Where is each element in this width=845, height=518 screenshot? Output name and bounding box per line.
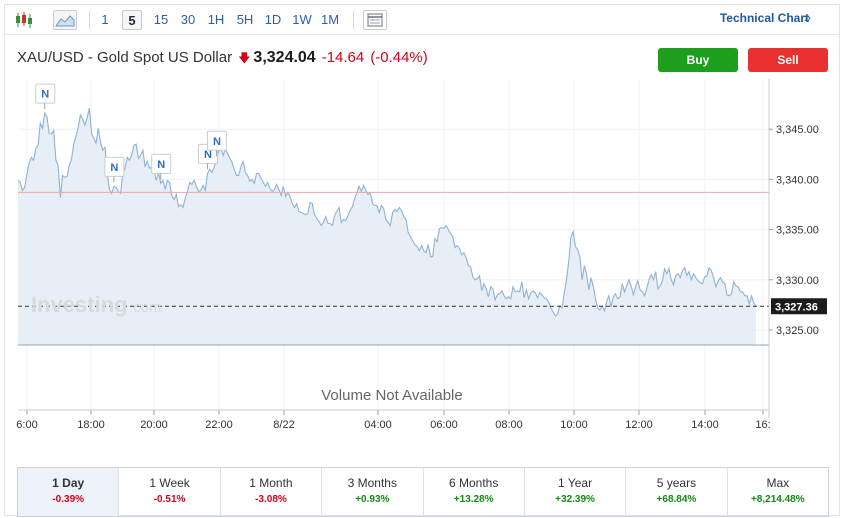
interval-1d[interactable]: 1D: [264, 12, 282, 27]
period-label: 1 Week: [149, 476, 190, 490]
interval-1[interactable]: 1: [101, 12, 109, 27]
price-area-fill: [18, 108, 756, 345]
period-tab[interactable]: 1 Day -0.39%: [18, 468, 120, 516]
down-arrow-icon: 🡇: [238, 51, 251, 65]
performance-periods: 1 Day -0.39% 1 Week -0.51% 1 Month -3.08% 3 Mo…: [17, 467, 829, 517]
period-change: -0.39%: [52, 494, 85, 505]
interval-1w[interactable]: 1W: [292, 12, 312, 27]
news-marker[interactable]: N: [104, 156, 125, 183]
period-change: +13.28%: [453, 494, 494, 505]
period-label: 1 Day: [52, 476, 85, 490]
period-label: 3 Months: [347, 476, 397, 490]
price-line: [17, 107, 757, 317]
watermark-suffix: .com: [129, 299, 162, 316]
x-tick-label: 20:00: [140, 419, 168, 431]
news-marker-label[interactable]: N: [204, 149, 212, 161]
period-tab[interactable]: 6 Months +13.28%: [424, 468, 525, 516]
volume-not-available-label: Volume Not Available: [321, 387, 462, 404]
y-tick-label: 3,325.00: [776, 325, 819, 337]
interval-5h[interactable]: 5H: [236, 12, 254, 27]
news-marker-label[interactable]: N: [157, 159, 165, 171]
news-marker-label[interactable]: N: [41, 89, 49, 101]
period-tab[interactable]: 5 years +68.84%: [626, 468, 728, 516]
period-label: 1 Month: [249, 476, 293, 490]
interval-30[interactable]: 30: [180, 12, 196, 27]
price-change: -14.64: [321, 49, 365, 66]
x-tick-label: 06:00: [430, 419, 458, 431]
x-tick-label: 8/22: [273, 419, 294, 431]
x-tick-label: 16:: [755, 419, 770, 431]
y-tick-label: 3,330.00: [776, 275, 819, 287]
period-label: 5 years: [656, 476, 697, 490]
x-tick-label: 08:00: [495, 419, 523, 431]
period-label: Max: [766, 476, 790, 490]
news-marker-label[interactable]: N: [213, 136, 221, 148]
current-price-label: 3,327.36: [775, 301, 818, 313]
news-marker-label[interactable]: N: [110, 162, 118, 174]
news-marker[interactable]: N: [151, 153, 172, 180]
period-change: +8,214.48%: [750, 494, 805, 505]
technical-chart-link[interactable]: Technical Chart: [719, 11, 809, 25]
sell-button[interactable]: Sell: [748, 48, 828, 72]
chart-toolbar: 1 5 15 30 1H 5H 1D 1W 1M Technical Chart…: [5, 5, 839, 35]
period-change: -3.08%: [255, 494, 287, 505]
indicators-table-icon[interactable]: [363, 10, 387, 30]
chart-widget: 1 5 15 30 1H 5H 1D 1W 1M Technical Chart…: [4, 4, 840, 517]
y-tick-label: 3,340.00: [776, 174, 819, 186]
x-tick-label: 14:00: [691, 419, 719, 431]
price-chart: 3,325.00 3,330.00 3,335.00 3,340.00 3,345.00…: [16, 79, 827, 431]
period-change: -0.51%: [153, 494, 186, 505]
interval-5[interactable]: 5: [122, 10, 142, 30]
period-tab[interactable]: Max +8,214.48%: [728, 468, 828, 516]
instrument-name: XAU/USD - Gold Spot US Dollar: [17, 49, 233, 66]
watermark-logo: Investing: [31, 292, 128, 317]
area-chart-icon[interactable]: [53, 10, 77, 30]
news-marker[interactable]: N: [206, 130, 227, 157]
x-tick-label: 6:00: [16, 419, 37, 431]
x-tick-label: 12:00: [625, 419, 653, 431]
quote-header: XAU/USD - Gold Spot US Dollar 🡇 3,324.04 -1…: [17, 47, 428, 71]
period-change: +68.84%: [656, 494, 697, 505]
x-tick-label: 22:00: [205, 419, 233, 431]
current-price-badge: [771, 298, 827, 315]
period-tab[interactable]: 1 Year +32.39%: [525, 468, 627, 516]
buy-button[interactable]: Buy: [658, 48, 738, 72]
x-tick-label: 10:00: [560, 419, 588, 431]
period-label: 6 Months: [449, 476, 499, 490]
y-tick-label: 3,335.00: [776, 225, 819, 237]
news-marker[interactable]: N: [35, 83, 56, 110]
x-tick-label: 04:00: [364, 419, 392, 431]
interval-15[interactable]: 15: [153, 12, 169, 27]
toolbar-divider: [353, 11, 354, 29]
last-price: 3,324.04: [253, 49, 316, 66]
period-label: 1 Year: [558, 476, 593, 490]
price-change-percent: (-0.44%): [370, 49, 428, 66]
period-tab[interactable]: 3 Months +0.93%: [322, 468, 424, 516]
interval-1m[interactable]: 1M: [320, 12, 340, 27]
toolbar-divider: [89, 11, 90, 29]
y-tick-label: 3,345.00: [776, 124, 819, 136]
double-chevron-right-icon[interactable]: »: [803, 10, 811, 25]
period-change: +32.39%: [555, 494, 595, 505]
candlestick-icon[interactable]: [13, 10, 35, 30]
x-tick-label: 18:00: [77, 419, 105, 431]
interval-1h[interactable]: 1H: [207, 12, 225, 27]
period-change: +0.93%: [355, 494, 390, 505]
period-tab[interactable]: 1 Week -0.51%: [119, 468, 221, 516]
period-tab[interactable]: 1 Month -3.08%: [221, 468, 323, 516]
